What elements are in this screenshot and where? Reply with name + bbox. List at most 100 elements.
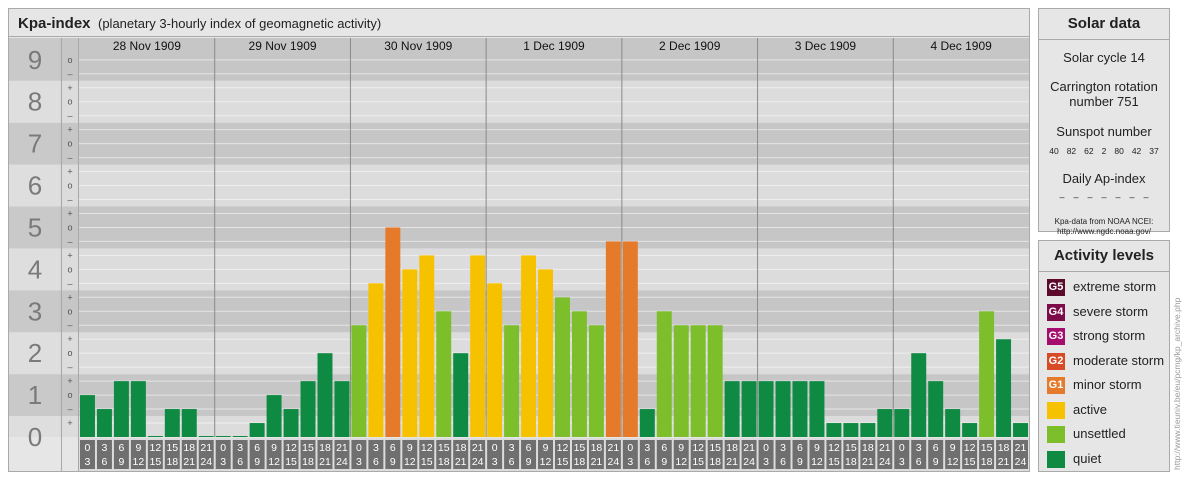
kp-bar: [775, 381, 791, 437]
y-tick-label: 1: [28, 380, 42, 410]
interval-start-label: 18: [183, 442, 195, 454]
interval-start-label: 21: [336, 442, 348, 454]
y-minor-label: +: [67, 125, 72, 135]
activity-level-severe-storm: G4 severe storm: [1039, 300, 1169, 325]
level-swatch: [1047, 450, 1065, 468]
level-label: severe storm: [1073, 303, 1149, 319]
interval-end-label: 15: [421, 456, 433, 468]
level-swatch: G3: [1047, 328, 1065, 345]
y-minor-label: o: [67, 264, 72, 274]
interval-cell: [741, 440, 757, 469]
interval-cell: [402, 440, 418, 469]
y-minor-label: +: [67, 376, 72, 386]
kp-bar: [639, 409, 655, 437]
interval-cell: [945, 440, 961, 469]
carrington-rotation: Carrington rotation number 751: [1039, 79, 1169, 109]
y-minor-label: +: [67, 83, 72, 93]
interval-start-label: 6: [661, 442, 667, 454]
kp-bar: [945, 409, 961, 437]
interval-cell: [775, 440, 791, 469]
kp-bar: [690, 325, 706, 437]
y-tick-label: 5: [28, 212, 42, 242]
ap-value: –: [1101, 192, 1107, 202]
interval-start-label: 12: [557, 442, 569, 454]
level-label: minor storm: [1073, 377, 1142, 392]
interval-start-label: 12: [285, 442, 297, 454]
interval-start-label: 0: [492, 442, 498, 454]
sunspot-value: 80: [1114, 146, 1124, 156]
interval-end-label: 6: [509, 456, 515, 468]
interval-end-label: 12: [947, 456, 959, 468]
interval-end-label: 3: [899, 456, 905, 468]
kp-bar: [487, 283, 503, 437]
interval-start-label: 0: [356, 442, 362, 454]
ap-value: –: [1143, 192, 1149, 202]
y-tick-label: 3: [28, 296, 42, 326]
y-minor-label: –: [67, 320, 72, 330]
data-source: Kpa-data from NOAA NCEI: http://www.ngdc…: [1039, 217, 1169, 237]
ap-value: –: [1087, 192, 1093, 202]
source-link[interactable]: http://www.ngdc.noaa.gov/: [1057, 227, 1151, 236]
interval-end-label: 18: [574, 456, 586, 468]
ap-value: –: [1115, 192, 1121, 202]
interval-end-label: 18: [981, 456, 993, 468]
interval-cell: [80, 440, 95, 469]
interval-start-label: 21: [608, 442, 620, 454]
interval-end-label: 12: [404, 456, 416, 468]
interval-cell: [622, 440, 638, 469]
interval-end-label: 3: [627, 456, 633, 468]
y-minor-label: o: [67, 348, 72, 358]
interval-end-label: 9: [254, 456, 260, 468]
interval-cell: [860, 440, 876, 469]
kp-bar: [741, 381, 757, 437]
interval-start-label: 21: [879, 442, 891, 454]
day-label: 30 Nov 1909: [384, 39, 452, 53]
interval-cell: [266, 440, 282, 469]
kp-bar: [249, 423, 265, 437]
kp-bar: [911, 353, 927, 437]
kp-bar: [334, 381, 350, 437]
level-swatch: G4: [1047, 303, 1065, 321]
interval-end-label: 24: [608, 456, 620, 468]
interval-cell: [504, 440, 520, 469]
ap-title: Daily Ap-index: [1062, 171, 1146, 186]
y-minor-label: o: [67, 55, 72, 65]
interval-cell: [487, 440, 503, 469]
interval-start-label: 9: [814, 442, 820, 454]
kp-bar: [962, 423, 978, 437]
interval-cell: [707, 440, 723, 469]
interval-start-label: 12: [692, 442, 704, 454]
activity-legend: G5 extreme storm G4 severe storm G3 strong st…: [1039, 272, 1169, 471]
interval-cell: [826, 440, 842, 469]
y-minor-label: +: [67, 418, 72, 428]
interval-cell: [300, 440, 316, 469]
interval-start-label: 9: [271, 442, 277, 454]
solar-data-panel: Solar data Solar cycle 14 Carrington rot…: [1038, 8, 1170, 236]
kp-bar: [809, 381, 825, 437]
y-axis-strip: [9, 38, 59, 437]
interval-end-label: 21: [455, 456, 467, 468]
interval-cell: [979, 440, 995, 469]
interval-cell: [317, 440, 333, 469]
interval-cell: [962, 440, 978, 469]
interval-cell: [571, 440, 587, 469]
y-tick-label: 7: [28, 129, 42, 159]
kp-bar: [792, 381, 808, 437]
kp-bar: [504, 325, 520, 437]
day-label: 1 Dec 1909: [523, 39, 585, 53]
sunspot-values: 40 82 62 2 80 42 37: [1039, 146, 1169, 156]
interval-cell: [283, 440, 299, 469]
interval-start-label: 21: [743, 442, 755, 454]
kp-bar: [147, 436, 163, 437]
interval-end-label: 3: [492, 456, 498, 468]
ap-value: –: [1059, 192, 1065, 202]
interval-end-label: 21: [862, 456, 874, 468]
interval-cell: [215, 440, 231, 469]
interval-cell: [96, 440, 112, 469]
kp-bar: [724, 381, 740, 437]
activity-level-unsettled: unsettled: [1039, 422, 1169, 447]
sunspot-value: 37: [1149, 146, 1159, 156]
ap-value: –: [1073, 192, 1079, 202]
level-label: unsettled: [1073, 426, 1126, 441]
ap-values: – – – – – – –: [1039, 192, 1169, 202]
